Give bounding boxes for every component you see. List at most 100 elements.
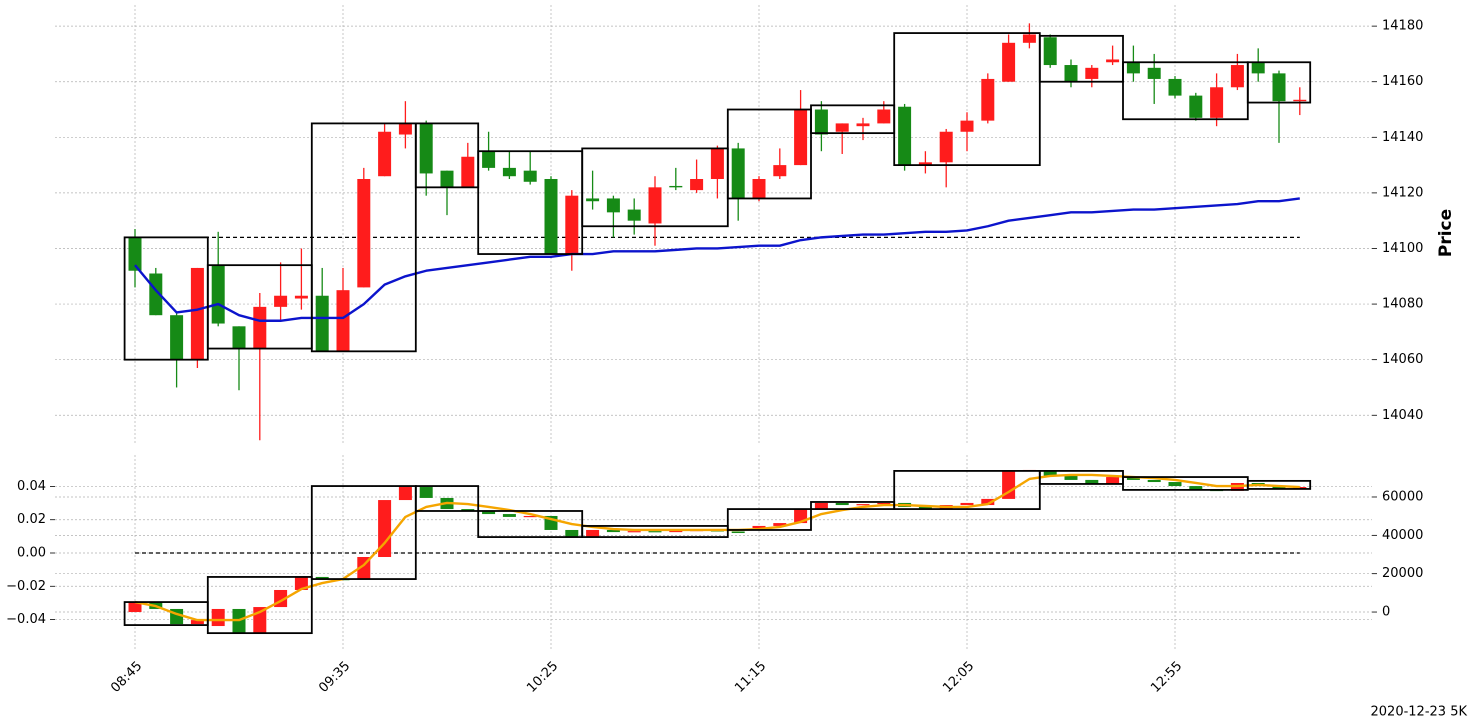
x-tick-label: 11:15: [732, 659, 769, 696]
candle-body: [482, 151, 496, 168]
y-tick-label: 14100: [1382, 241, 1423, 256]
candle-body: [1168, 482, 1182, 487]
candle-body: [565, 529, 579, 538]
x-tick-label: 10:25: [524, 659, 561, 696]
candle-body: [190, 267, 204, 360]
candle-body: [294, 576, 308, 590]
candle-body: [461, 509, 475, 511]
y-tick-label: 0.04: [17, 479, 46, 494]
candle-body: [814, 502, 828, 510]
candle-body: [1085, 67, 1099, 79]
candle-body: [1002, 42, 1016, 82]
candle-body: [523, 515, 537, 518]
x-tick-label: 09:35: [316, 659, 353, 696]
candle-body: [378, 500, 392, 558]
y2-tick-label: 60000: [1382, 489, 1423, 504]
candle-body: [211, 265, 225, 324]
range-box: [310, 122, 417, 353]
candle-body: [981, 78, 995, 121]
candle-body: [1147, 67, 1161, 79]
candle-body: [502, 514, 516, 517]
candle-body: [960, 502, 974, 506]
candle-body: [606, 529, 620, 533]
y-tick-label: 14180: [1382, 19, 1423, 34]
candle-body: [211, 608, 225, 627]
candle-body: [170, 315, 184, 360]
range-box: [581, 525, 729, 538]
candle-body: [856, 123, 870, 127]
candle-body: [648, 531, 662, 533]
candle-body: [1272, 486, 1286, 489]
candle-body: [357, 178, 371, 288]
candle-body: [523, 170, 537, 182]
candle-body: [918, 506, 932, 510]
candle-body: [981, 498, 995, 506]
y-tick-label: 0.02: [17, 512, 46, 527]
candle-body: [918, 162, 932, 166]
y-tick-label: 14120: [1382, 185, 1423, 200]
candle-body: [1002, 470, 1016, 499]
candle-body: [1293, 99, 1307, 102]
candle-body: [1251, 62, 1265, 74]
candle-body: [960, 120, 974, 132]
candle-body: [669, 185, 683, 188]
moving-line: [134, 197, 1300, 322]
candle-body: [877, 502, 891, 505]
candle-body: [482, 510, 496, 515]
candle-body: [773, 523, 787, 526]
x-tick-label: 08:45: [108, 659, 145, 696]
candle-body: [1126, 62, 1140, 74]
y-tick-label: 14060: [1382, 352, 1423, 367]
candle-body: [274, 295, 288, 307]
range-box: [414, 485, 480, 512]
candle-body: [1126, 477, 1140, 480]
moving-line: [134, 473, 1300, 622]
candle-body: [1106, 59, 1120, 63]
candle-body: [1147, 479, 1161, 483]
candle-body: [731, 148, 745, 199]
candle-body: [606, 198, 620, 213]
candle-body: [1293, 487, 1307, 489]
candle-body: [1043, 37, 1057, 66]
caption: 2020-12-23 5K: [1371, 705, 1468, 720]
candle-body: [669, 530, 683, 533]
candle-body: [814, 109, 828, 135]
candle-body: [378, 131, 392, 177]
candle-body: [398, 123, 412, 135]
candle-body: [190, 620, 204, 625]
candle-body: [1210, 87, 1224, 118]
candle-body: [1272, 73, 1286, 102]
y-tick-label: 14160: [1382, 74, 1423, 89]
candle-body: [461, 156, 475, 188]
candle-body: [1230, 65, 1244, 88]
candle-body: [1064, 475, 1078, 480]
candle-body: [877, 109, 891, 124]
candle-body: [336, 290, 350, 352]
candle-body: [315, 295, 329, 352]
candle-body: [773, 165, 787, 177]
candle-body: [794, 109, 808, 166]
candle-body: [544, 178, 558, 255]
candle-body: [752, 525, 766, 529]
candle-body: [1022, 34, 1036, 43]
range-box: [1246, 61, 1312, 104]
candle-body: [731, 531, 745, 534]
candle-body: [1106, 477, 1120, 484]
candle-body: [710, 148, 724, 179]
candle-body: [502, 167, 516, 177]
candle-body: [253, 306, 267, 349]
range-box: [1122, 61, 1249, 121]
candle-body: [419, 487, 433, 498]
candle-body: [856, 504, 870, 506]
range-box: [477, 510, 584, 538]
candle-body: [586, 529, 600, 538]
candle-body: [939, 131, 953, 163]
range-box: [893, 470, 1041, 510]
candle-body: [898, 106, 912, 166]
range-box: [1246, 479, 1312, 490]
candle-body: [690, 178, 704, 191]
candle-body: [398, 487, 412, 501]
candle-body: [565, 195, 579, 255]
x-tick-label: 12:05: [940, 659, 977, 696]
